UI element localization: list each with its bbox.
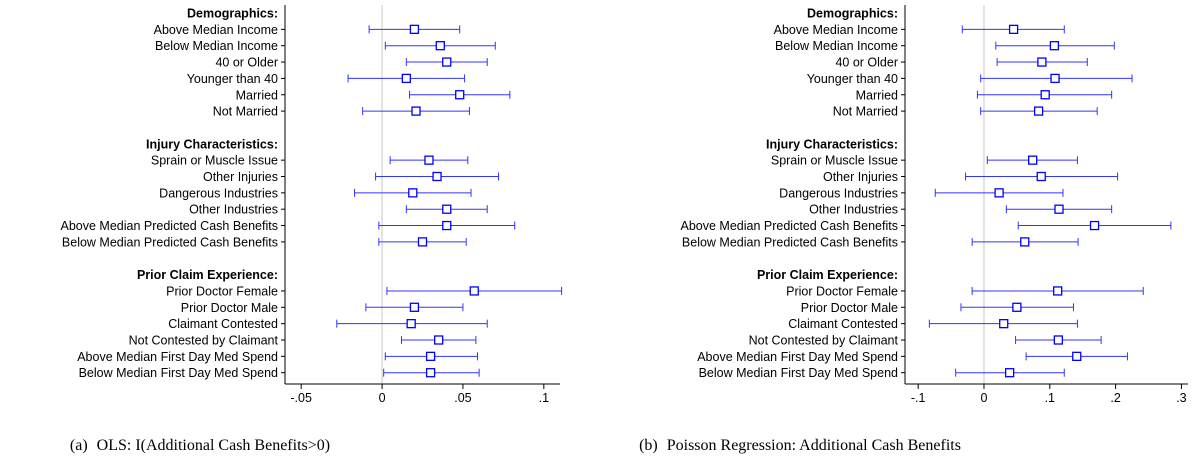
point-estimate-marker <box>442 220 452 231</box>
row-label: Above Median Income <box>774 23 898 37</box>
x-tick-label: -.05 <box>290 391 312 405</box>
point-estimate-marker <box>432 171 442 182</box>
panel-b-poisson: -.1 0 .1 .2 .3 Demographics: Above Median Inco… <box>639 5 1188 454</box>
row-label: Other Industries <box>189 203 278 217</box>
row-label: Below Median Predicted Cash Benefits <box>682 235 898 249</box>
point-estimate-marker <box>1072 351 1082 362</box>
point-estimate-marker <box>424 155 434 165</box>
point-estimate-marker <box>409 24 420 35</box>
row-label: Below Median Income <box>775 39 898 53</box>
point-estimate-marker <box>469 286 479 296</box>
row-label: Other Industries <box>809 203 898 217</box>
group-header: Prior Claim Experience: <box>757 268 898 282</box>
row-label: Prior Doctor Female <box>786 284 898 298</box>
row-label: Above Median Predicted Cash Benefits <box>61 219 279 233</box>
point-estimate-marker <box>1008 24 1019 35</box>
group-header: Prior Claim Experience: <box>137 268 278 282</box>
point-estimate-marker <box>1028 155 1038 165</box>
row-label: Above Median First Day Med Spend <box>697 350 898 364</box>
row-label: Not Married <box>833 105 898 119</box>
row-label: Above Median Income <box>154 23 278 37</box>
group-header: Injury Characteristics: <box>766 137 898 151</box>
point-estimate-marker <box>1020 237 1030 247</box>
x-tick-label: .05 <box>454 391 471 405</box>
caption-tag: (a) <box>70 437 88 454</box>
point-estimate-marker <box>1037 57 1047 67</box>
row-label: Other Injuries <box>823 170 898 184</box>
point-estimate-marker <box>1054 204 1064 214</box>
row-label: Not Contested by Claimant <box>129 334 279 348</box>
row-label: Not Married <box>213 105 278 119</box>
row-label: Below Median Predicted Cash Benefits <box>62 235 278 249</box>
point-estimate-marker <box>401 73 411 84</box>
point-estimate-marker <box>434 335 444 345</box>
group-header: Injury Characteristics: <box>146 137 278 151</box>
row-label: Prior Doctor Male <box>801 301 898 315</box>
point-estimate-marker <box>425 368 436 378</box>
point-estimate-marker <box>417 237 428 247</box>
x-tick-label: .1 <box>1045 391 1055 405</box>
row-label: Younger than 40 <box>807 72 898 86</box>
x-tick-label: 0 <box>379 391 386 405</box>
row-label: Not Contested by Claimant <box>749 334 899 348</box>
group-header: Demographics: <box>807 7 898 21</box>
caption-tag: (b) <box>639 437 658 454</box>
x-tick-label: .3 <box>1176 391 1186 405</box>
point-estimate-marker <box>425 351 436 362</box>
x-tick-label: .2 <box>1110 391 1120 405</box>
row-label: Dangerous Industries <box>159 186 278 200</box>
row-label: 40 or Older <box>835 56 898 70</box>
row-label: Sprain or Muscle Issue <box>151 154 278 168</box>
point-estimate-marker <box>1036 171 1046 182</box>
group-header: Demographics: <box>187 7 278 21</box>
row-label: Below Median Income <box>155 39 278 53</box>
point-estimate-marker <box>442 57 452 67</box>
point-estimate-marker <box>435 41 445 51</box>
row-label: Above Median First Day Med Spend <box>77 350 278 364</box>
row-label: Sprain or Muscle Issue <box>771 154 898 168</box>
point-estimate-marker <box>1089 220 1100 231</box>
row-label: Prior Doctor Female <box>166 284 278 298</box>
row-label: Below Median First Day Med Spend <box>79 366 278 380</box>
point-estimate-marker <box>1040 90 1050 100</box>
point-estimate-marker <box>994 188 1004 198</box>
point-estimate-marker <box>1012 302 1022 312</box>
panel-caption: (a) OLS: I(Additional Cash Benefits>0) <box>70 437 330 454</box>
row-label: Younger than 40 <box>187 72 278 86</box>
point-estimate-marker <box>411 106 421 116</box>
caption-text: OLS: I(Additional Cash Benefits>0) <box>97 437 330 454</box>
point-estimate-marker <box>442 204 452 214</box>
point-estimate-marker <box>1049 41 1060 51</box>
panel-a-ols: -.05 0 .05 .1 Demographics: Above Median Inco… <box>61 5 563 454</box>
row-label: Below Median First Day Med Spend <box>699 366 898 380</box>
point-estimate-marker <box>1053 335 1063 345</box>
row-label: Married <box>236 88 278 102</box>
point-estimate-marker <box>1050 73 1060 84</box>
point-estimate-marker <box>409 302 420 312</box>
point-estimate-marker <box>408 188 418 198</box>
point-estimate-marker <box>999 318 1009 329</box>
row-label: 40 or Older <box>215 56 278 70</box>
x-tick-label: -.1 <box>911 391 926 405</box>
point-estimate-marker <box>406 318 416 329</box>
point-estimate-marker <box>455 90 465 100</box>
point-estimate-marker <box>1053 286 1063 296</box>
point-estimate-marker <box>1033 106 1044 116</box>
row-label: Other Injuries <box>203 170 278 184</box>
panel-caption: (b) Poisson Regression: Additional Cash B… <box>639 437 961 454</box>
row-label: Claimant Contested <box>788 317 898 331</box>
caption-text: Poisson Regression: Additional Cash Bene… <box>667 437 961 454</box>
row-label: Above Median Predicted Cash Benefits <box>681 219 899 233</box>
row-label: Dangerous Industries <box>779 186 898 200</box>
row-label: Married <box>856 88 898 102</box>
point-estimate-marker <box>1004 368 1015 378</box>
x-tick-label: .1 <box>539 391 549 405</box>
row-label: Claimant Contested <box>168 317 278 331</box>
x-tick-label: 0 <box>981 391 988 405</box>
row-label: Prior Doctor Male <box>181 301 278 315</box>
